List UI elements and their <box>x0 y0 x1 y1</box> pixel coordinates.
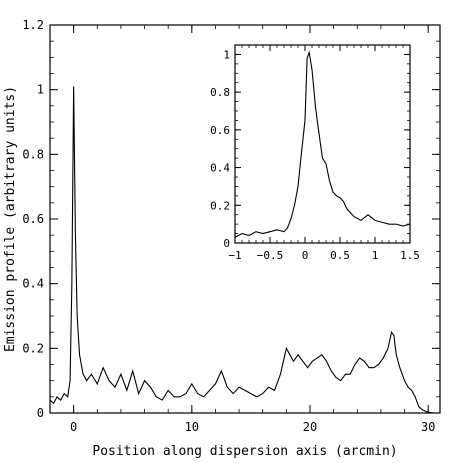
inset-ytick-label: 0.6 <box>210 124 230 137</box>
inset-tick-labels: −1 −0.5 0 0.5 1 1.5 0 0.2 0.4 0.6 0.8 1 <box>210 48 420 262</box>
main-ytick-label: 1 <box>37 83 44 97</box>
main-ytick-label: 1.2 <box>22 18 44 32</box>
inset-xtick-label: 1 <box>372 249 379 262</box>
main-xtick-label: 30 <box>421 420 435 434</box>
inset-xtick-label: −1 <box>228 249 241 262</box>
inset-xtick-label: 0 <box>302 249 309 262</box>
inset-plot: −1 −0.5 0 0.5 1 1.5 0 0.2 0.4 0.6 0.8 1 <box>210 44 420 262</box>
main-xtick-label: 0 <box>70 420 77 434</box>
main-xtick-label: 20 <box>303 420 317 434</box>
inset-ytick-label: 0.8 <box>210 86 230 99</box>
main-ytick-label: 0.6 <box>22 212 44 226</box>
main-series-line <box>49 86 435 414</box>
inset-background <box>235 45 410 243</box>
main-ytick-label: 0.8 <box>22 147 44 161</box>
main-ytick-label: 0.2 <box>22 341 44 355</box>
main-ytick-label: 0 <box>37 406 44 420</box>
inset-xtick-label: 0.5 <box>330 249 350 262</box>
inset-xtick-label: −0.5 <box>257 249 284 262</box>
inset-ytick-label: 0.2 <box>210 199 230 212</box>
y-axis-label: Emission profile (arbitrary units) <box>3 86 18 352</box>
inset-series-line <box>234 50 411 238</box>
inset-ytick-label: 1 <box>223 48 230 61</box>
x-axis-label: Position along dispersion axis (arcmin) <box>92 444 397 459</box>
main-ticks <box>49 24 440 414</box>
inset-plot-frame <box>234 44 411 244</box>
main-xtick-label: 10 <box>185 420 199 434</box>
inset-ytick-label: 0.4 <box>210 162 230 175</box>
main-ytick-label: 0.4 <box>22 277 44 291</box>
inset-ytick-label: 0 <box>223 237 230 250</box>
inset-xtick-label: 1.5 <box>400 249 420 262</box>
main-plot-frame <box>49 24 441 414</box>
